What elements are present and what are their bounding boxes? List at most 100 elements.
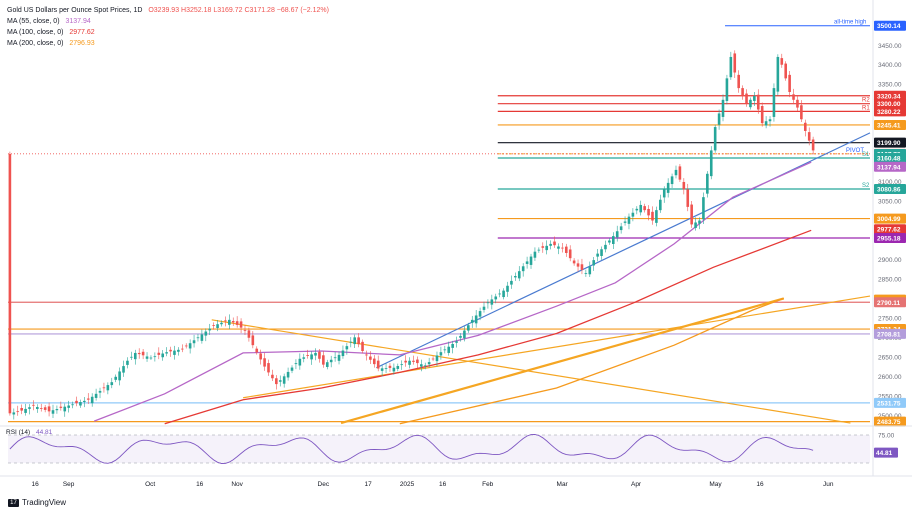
candle-body	[310, 354, 313, 360]
candle-body	[510, 280, 513, 285]
candle-body	[796, 99, 799, 108]
candle-body	[725, 78, 729, 101]
price-badge-label: 3320.34	[877, 93, 901, 100]
y-tick-label: 3050.00	[878, 199, 902, 206]
candle-body	[372, 358, 376, 365]
candle-body	[314, 352, 317, 356]
ma200-legend[interactable]: MA (200, close, 0) 2796.93	[7, 38, 329, 49]
candle-body	[733, 53, 737, 73]
candle-body	[764, 121, 768, 126]
candle-body	[302, 357, 306, 359]
candle-body	[51, 410, 55, 414]
candle-body	[361, 341, 364, 351]
candle-body	[521, 266, 525, 272]
candle-body	[737, 74, 740, 89]
candle-body	[666, 182, 670, 193]
rsi-tick-label: 75.00	[878, 433, 895, 440]
candle-body	[294, 363, 298, 365]
candle-body	[149, 357, 153, 359]
candle-body	[427, 362, 431, 365]
y-tick-label: 3400.00	[878, 62, 902, 69]
candle-body	[122, 366, 125, 373]
candle-body	[612, 236, 615, 244]
candle-body	[396, 365, 400, 369]
candle-body	[94, 393, 98, 398]
candle-body	[404, 360, 407, 363]
candle-body	[59, 406, 63, 408]
price-badge	[874, 184, 906, 195]
x-tick-label: Feb	[482, 481, 494, 488]
candle-body	[71, 404, 74, 406]
price-badge-label: 3004.99	[877, 216, 901, 223]
tradingview-logo[interactable]: 17 TradingView	[8, 498, 66, 507]
candle-body	[28, 407, 31, 409]
candle-body	[478, 311, 482, 317]
candle-body	[79, 402, 82, 406]
candle-body	[329, 359, 333, 363]
ma55-value: 3137.94	[65, 18, 91, 25]
candle-body	[239, 321, 243, 328]
level-label: all-time high	[834, 20, 866, 26]
level-label: S2	[862, 183, 870, 189]
candle-body	[349, 341, 353, 343]
x-tick-label: Sep	[63, 481, 75, 488]
candle-body	[369, 356, 372, 360]
price-badge-label: 3500.14	[877, 23, 901, 30]
ma100-legend[interactable]: MA (100, close, 0) 2977.62	[7, 27, 329, 38]
candle-body	[811, 139, 815, 151]
candle-body	[572, 260, 576, 264]
x-tick-label: 16	[32, 481, 40, 488]
x-tick-label: Dec	[318, 481, 330, 488]
candle-body	[290, 367, 294, 371]
price-badge	[874, 397, 906, 408]
ma55-legend[interactable]: MA (55, close, 0) 3137.94	[7, 16, 329, 27]
candle-body	[486, 302, 490, 304]
candle-body	[702, 197, 705, 220]
level-label: PIVOT	[846, 148, 864, 154]
candle-body	[568, 249, 572, 259]
candle-body	[24, 408, 27, 413]
candle-body	[318, 351, 321, 359]
rsi-value-badge-label: 44.81	[876, 450, 893, 457]
trendline-orange-thick	[340, 297, 785, 425]
tradingview-label: TradingView	[22, 498, 67, 507]
candle-body	[228, 319, 231, 325]
candle-body	[184, 345, 188, 347]
candle-body	[16, 411, 20, 413]
candle-body	[169, 349, 172, 352]
ohlc-values: O3239.93 H3252.18 L3169.72 C3171.28 −68.…	[148, 7, 329, 14]
candle-body	[231, 321, 235, 323]
candle-body	[576, 263, 580, 267]
candle-body	[165, 352, 168, 354]
candle-body	[741, 88, 744, 96]
candle-body	[325, 362, 329, 367]
candle-body	[592, 260, 596, 266]
price-badge	[874, 98, 906, 109]
ma100-value: 2977.62	[69, 29, 95, 36]
candle-body	[298, 358, 302, 366]
candle-body	[553, 241, 556, 246]
candle-body	[749, 99, 752, 108]
candle-body	[800, 105, 803, 120]
symbol-title: Gold US Dollars per Ounce Spot Prices, 1…	[7, 7, 143, 14]
candle-body	[235, 321, 239, 325]
candle-body	[490, 299, 494, 305]
y-tick-label: 2850.00	[878, 276, 902, 283]
ma-line	[399, 297, 785, 425]
candle-body	[161, 353, 165, 358]
candle-body	[561, 247, 564, 249]
price-badge-label: 3160.48	[877, 156, 901, 163]
price-badge-label: 3245.41	[877, 122, 901, 129]
candle-body	[709, 150, 713, 177]
price-badge	[874, 224, 906, 235]
candle-body	[36, 406, 39, 410]
candle-body	[698, 220, 701, 224]
candle-body	[662, 189, 666, 198]
candle-body	[204, 331, 208, 336]
price-badge	[874, 328, 906, 339]
candle-body	[98, 390, 102, 393]
candle-body	[177, 349, 180, 352]
candle-body	[173, 350, 176, 355]
candle-body	[580, 264, 584, 270]
